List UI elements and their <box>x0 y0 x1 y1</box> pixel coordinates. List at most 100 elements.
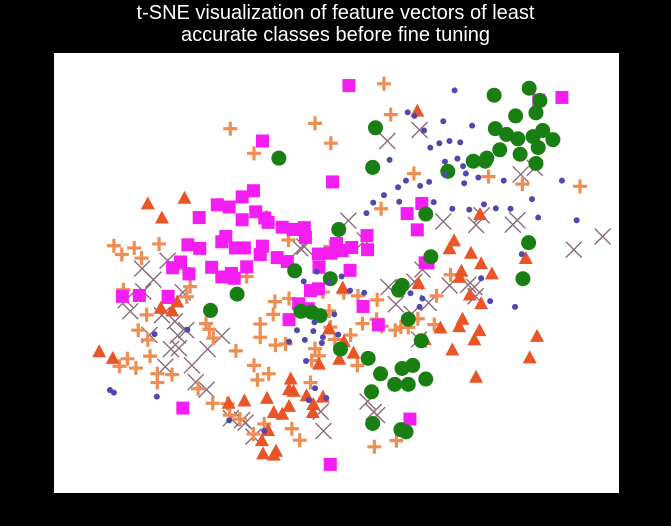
triangle-point <box>467 332 482 346</box>
circle-large-point <box>413 333 429 349</box>
dot-point <box>319 334 326 341</box>
dot-point <box>312 385 319 392</box>
triangle-point <box>177 190 192 204</box>
dot-point <box>528 196 535 203</box>
square-point <box>181 238 195 252</box>
square-point <box>342 79 356 93</box>
plus-point <box>376 76 391 91</box>
circle-large-point <box>477 153 493 169</box>
triangle-point <box>237 393 252 407</box>
plus-point <box>150 375 165 390</box>
plus-point <box>250 372 265 387</box>
square-point <box>192 211 206 225</box>
triangle-point <box>140 196 155 210</box>
cross-point <box>387 295 405 313</box>
plus-point <box>183 279 198 294</box>
plus-point <box>202 322 217 337</box>
triangle-point <box>462 287 477 301</box>
square-point <box>210 198 224 212</box>
square-point <box>356 299 370 313</box>
triangle-point <box>266 447 281 461</box>
dot-point <box>331 311 338 318</box>
plus-point <box>350 358 365 373</box>
dot-point <box>436 140 443 147</box>
square-point <box>361 243 375 257</box>
circle-large-point <box>293 303 309 319</box>
circle-large-point <box>387 376 403 392</box>
dot-point <box>335 331 342 338</box>
square-point <box>282 313 296 327</box>
plus-point <box>232 412 247 427</box>
plus-point <box>140 332 155 347</box>
plus-point <box>374 201 389 216</box>
circle-large-point <box>512 146 528 162</box>
square-point <box>253 248 267 262</box>
triangle-point <box>153 300 168 314</box>
triangle-point <box>452 269 467 283</box>
dot-point <box>226 417 233 424</box>
dot-point <box>518 251 525 258</box>
triangle-point <box>474 256 489 270</box>
square-point <box>360 229 374 243</box>
triangle-point <box>411 276 426 290</box>
square-point <box>371 318 385 332</box>
square-point <box>255 134 269 148</box>
plus-point <box>515 177 530 192</box>
plus-point <box>303 375 318 390</box>
dot-point <box>487 298 494 305</box>
triangle-point <box>332 351 347 365</box>
square-point <box>275 220 289 234</box>
square-point <box>161 289 175 303</box>
cross-point <box>198 381 216 399</box>
plus-point <box>343 328 358 343</box>
dot-point <box>480 201 487 208</box>
triangle-point <box>306 397 321 411</box>
square-point <box>235 190 249 204</box>
plus-point <box>308 341 323 356</box>
dot-point <box>347 287 354 294</box>
dot-point <box>302 358 309 364</box>
dot-point <box>411 112 418 119</box>
square-point <box>323 457 337 471</box>
cross-point <box>512 165 530 183</box>
dot-point <box>404 109 411 116</box>
plus-point <box>327 332 342 347</box>
plus-point <box>406 166 421 181</box>
circle-large-point <box>528 155 544 171</box>
dot-point <box>441 158 448 165</box>
plus-point <box>206 331 221 346</box>
circle-large-point <box>423 249 439 265</box>
triangle-point <box>311 356 326 370</box>
triangle-point <box>484 266 499 280</box>
dot-point <box>300 278 307 285</box>
dot-point <box>370 199 377 206</box>
dot-point <box>293 327 300 334</box>
cross-point <box>508 211 526 229</box>
square-point <box>115 289 129 303</box>
dot-point <box>512 303 519 310</box>
circle-large-point <box>510 131 526 147</box>
triangle-point <box>266 404 281 418</box>
circle-large-point <box>398 424 414 440</box>
triangle-point <box>346 345 361 359</box>
circle-large-point <box>287 263 303 279</box>
dot-point <box>457 139 464 146</box>
cross-point <box>121 302 139 320</box>
circle-large-point <box>400 376 416 392</box>
dot-point <box>440 118 447 125</box>
chart-title-line-1: t-SNE visualization of feature vectors o… <box>136 2 535 24</box>
dot-point <box>461 180 468 187</box>
dot-point <box>466 206 473 213</box>
dot-point <box>507 205 514 212</box>
cross-point <box>144 271 162 289</box>
triangle-point <box>286 383 301 397</box>
dot-point <box>446 138 453 144</box>
dot-point <box>573 217 580 224</box>
circle-large-point <box>515 271 531 287</box>
circle-large-point <box>545 132 561 148</box>
triangle-point <box>522 350 537 364</box>
plus-point <box>205 396 220 411</box>
plus-point <box>261 366 276 381</box>
plus-point <box>370 292 385 307</box>
